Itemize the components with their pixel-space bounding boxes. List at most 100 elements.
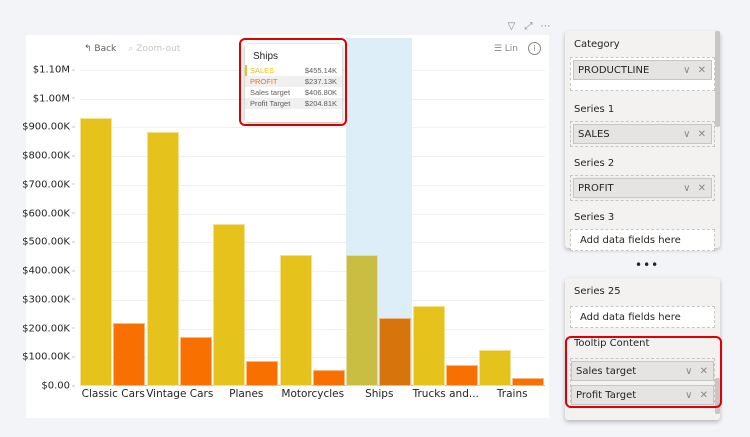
filter-icon[interactable]: ▽ bbox=[507, 21, 516, 32]
category-well[interactable]: PRODUCTLINE ∨ ✕ bbox=[570, 57, 715, 91]
field-actions[interactable]: ∨ ✕ bbox=[683, 182, 708, 194]
tooltip-callout-box bbox=[239, 38, 347, 126]
chart-toolbar-right: ☰ Lin i bbox=[494, 42, 541, 55]
series3-drop-zone[interactable]: Add data fields here bbox=[570, 229, 715, 251]
back-button[interactable]: ↰ Back bbox=[84, 44, 116, 54]
tooltip-row-value: $406.80K bbox=[304, 88, 337, 97]
back-label: Back bbox=[94, 44, 117, 54]
gridline bbox=[80, 271, 545, 273]
chart-tooltip: Ships SALES $455.14K PROFIT $237.13K Sales t… bbox=[245, 44, 342, 122]
tooltip-title: Ships bbox=[253, 51, 279, 62]
series2-well[interactable]: PROFIT ∨ ✕ bbox=[570, 175, 715, 201]
tooltip-row: Sales target $406.80K bbox=[245, 87, 342, 98]
more-options-icon[interactable]: ⋯ bbox=[540, 21, 551, 32]
category-label: Category bbox=[574, 39, 620, 50]
y-axis-tick-label: $400.00K bbox=[22, 266, 75, 277]
y-axis-tick-label: $600.00K bbox=[22, 208, 75, 219]
series1-field-pill[interactable]: SALES ∨ ✕ bbox=[573, 124, 712, 144]
tooltip-row-value: $455.14K bbox=[304, 66, 337, 75]
focus-mode-icon[interactable]: ⤢ bbox=[524, 21, 533, 32]
gridline bbox=[80, 299, 545, 301]
chart-toolbar-left: ↰ Back ⌕ Zoom-out bbox=[84, 44, 180, 54]
y-axis-tick-label: $500.00K bbox=[22, 237, 75, 248]
profit-bar[interactable] bbox=[179, 336, 212, 386]
gridline bbox=[80, 184, 545, 186]
gridline bbox=[80, 127, 545, 129]
scrollbar-thumb[interactable] bbox=[715, 31, 720, 127]
tooltip-row-value: $237.13K bbox=[304, 77, 337, 86]
gridline bbox=[80, 328, 545, 330]
tooltip-row-value: $204.81K bbox=[304, 99, 337, 108]
x-axis-category-label: Classic Cars bbox=[81, 388, 145, 400]
field-actions[interactable]: ∨ ✕ bbox=[683, 64, 708, 76]
gridline bbox=[80, 156, 545, 158]
field-name: PROFIT bbox=[578, 182, 614, 194]
back-arrow-icon: ↰ bbox=[84, 44, 92, 54]
tooltip-content-callout-box bbox=[565, 336, 722, 408]
sales-bar[interactable] bbox=[213, 223, 245, 386]
more-series-ellipsis: ••• bbox=[635, 258, 660, 272]
field-name: SALES bbox=[578, 128, 610, 140]
profit-bar[interactable] bbox=[512, 377, 544, 386]
profit-bar[interactable] bbox=[312, 369, 345, 386]
tooltip-row-label: SALES bbox=[250, 66, 275, 75]
tooltip-row: Profit Target $204.81K bbox=[245, 98, 342, 109]
sales-bar[interactable] bbox=[346, 255, 378, 386]
zoom-out-label: Zoom-out bbox=[136, 44, 181, 54]
sales-bar[interactable] bbox=[80, 117, 112, 386]
zoom-out-button[interactable]: ⌕ Zoom-out bbox=[128, 44, 180, 54]
info-icon[interactable]: i bbox=[528, 42, 541, 55]
y-axis-tick-label: $100.00K bbox=[22, 352, 75, 363]
x-axis-category-label: Vintage Cars bbox=[146, 388, 214, 400]
category-field-pill[interactable]: PRODUCTLINE ∨ ✕ bbox=[573, 60, 712, 80]
scale-toggle-button[interactable]: ☰ Lin bbox=[494, 44, 518, 54]
field-actions[interactable]: ∨ ✕ bbox=[685, 365, 710, 377]
series25-label: Series 25 bbox=[574, 286, 621, 297]
x-axis-category-label: Trains bbox=[496, 388, 528, 400]
tooltip-row-label: PROFIT bbox=[250, 77, 278, 86]
sales-bar[interactable] bbox=[479, 350, 511, 386]
field-actions[interactable]: ∨ ✕ bbox=[685, 389, 710, 401]
fields-panel-top: Category PRODUCTLINE ∨ ✕ Series 1 SALES … bbox=[565, 31, 720, 251]
field-name: Profit Target bbox=[576, 389, 637, 401]
profit-bar[interactable] bbox=[113, 323, 145, 386]
series1-label: Series 1 bbox=[574, 104, 615, 115]
scale-label: Lin bbox=[504, 43, 518, 54]
zoom-out-icon: ⌕ bbox=[128, 44, 134, 54]
field-actions[interactable]: ∨ ✕ bbox=[683, 128, 708, 140]
y-axis-tick-label: $200.00K bbox=[22, 323, 75, 334]
gridline bbox=[80, 357, 545, 359]
tooltip-rows: SALES $455.14K PROFIT $237.13K Sales target $… bbox=[245, 65, 342, 109]
profit-bar[interactable] bbox=[379, 317, 411, 386]
profit-bar[interactable] bbox=[445, 365, 478, 386]
y-axis-tick-label: $1.00M bbox=[33, 93, 75, 104]
y-axis-tick-label: $700.00K bbox=[22, 179, 75, 190]
sales-bar[interactable] bbox=[412, 306, 445, 386]
y-axis-tick-label: $300.00K bbox=[22, 294, 75, 305]
y-axis-tick-label: $900.00K bbox=[22, 122, 75, 133]
series2-field-pill[interactable]: PROFIT ∨ ✕ bbox=[573, 178, 712, 198]
tooltip-row-label: Profit Target bbox=[250, 99, 291, 108]
gridline bbox=[80, 242, 545, 244]
sales-bar[interactable] bbox=[146, 132, 179, 386]
tooltip-content-well[interactable]: Sales target ∨ ✕ Profit Target ∨ ✕ bbox=[570, 358, 715, 408]
visual-header: ▽ ⤢ ⋯ bbox=[505, 20, 552, 33]
tooltip-field-pill[interactable]: Profit Target ∨ ✕ bbox=[571, 385, 714, 405]
y-axis-tick-label: $0.00 bbox=[41, 381, 75, 392]
field-name: Sales target bbox=[576, 365, 637, 377]
scrollbar-thumb[interactable] bbox=[715, 378, 720, 414]
x-axis-category-label: Trucks and... bbox=[412, 388, 479, 400]
tooltip-row: SALES $455.14K bbox=[245, 65, 342, 76]
series2-label: Series 2 bbox=[574, 158, 615, 169]
series3-label: Series 3 bbox=[574, 212, 615, 223]
field-name: PRODUCTLINE bbox=[578, 64, 650, 76]
sales-bar[interactable] bbox=[279, 255, 312, 386]
x-axis-category-label: Ships bbox=[365, 388, 394, 400]
tooltip-field-pill[interactable]: Sales target ∨ ✕ bbox=[571, 361, 714, 381]
series25-drop-zone[interactable]: Add data fields here bbox=[570, 306, 715, 328]
series1-well[interactable]: SALES ∨ ✕ bbox=[570, 121, 715, 147]
profit-bar[interactable] bbox=[246, 361, 278, 386]
tooltip-content-label: Tooltip Content bbox=[574, 338, 650, 349]
x-axis-category-label: Planes bbox=[229, 388, 264, 400]
fields-panel-bottom: Series 25 Add data fields here Tooltip C… bbox=[565, 278, 720, 420]
